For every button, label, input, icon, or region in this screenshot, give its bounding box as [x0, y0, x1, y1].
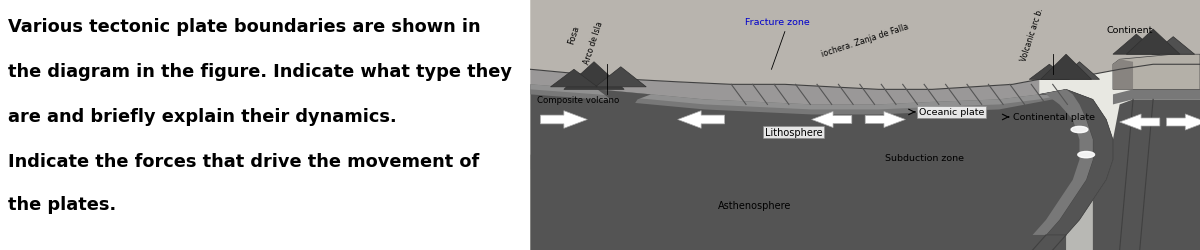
Polygon shape	[1152, 38, 1195, 55]
Polygon shape	[1112, 60, 1133, 90]
Text: Indicate the forces that drive the movement of: Indicate the forces that drive the movem…	[8, 152, 479, 170]
Polygon shape	[865, 112, 905, 128]
Polygon shape	[811, 112, 852, 128]
Polygon shape	[551, 70, 598, 87]
Text: the diagram in the figure. Indicate what type they: the diagram in the figure. Indicate what…	[8, 62, 512, 80]
Text: Asthenosphere: Asthenosphere	[718, 200, 791, 210]
Polygon shape	[530, 0, 1200, 90]
Polygon shape	[530, 85, 1066, 110]
Polygon shape	[530, 140, 1200, 188]
Text: Continent: Continent	[1106, 26, 1153, 35]
Text: Continental plate: Continental plate	[1013, 113, 1094, 122]
Polygon shape	[530, 70, 1039, 105]
Text: Subduction zone: Subduction zone	[886, 153, 965, 162]
Polygon shape	[1112, 35, 1160, 55]
Polygon shape	[1166, 114, 1200, 130]
Polygon shape	[1127, 30, 1180, 55]
Text: Composite volcano: Composite volcano	[538, 96, 619, 104]
Text: Fosa: Fosa	[566, 24, 581, 46]
Text: the plates.: the plates.	[8, 195, 116, 213]
Polygon shape	[1030, 65, 1069, 80]
Polygon shape	[1060, 62, 1099, 80]
Polygon shape	[564, 62, 624, 90]
Polygon shape	[530, 85, 1106, 125]
Polygon shape	[595, 68, 647, 87]
Polygon shape	[530, 85, 1112, 250]
Text: iochera. Zanja de Falla: iochera. Zanja de Falla	[821, 22, 910, 58]
Ellipse shape	[1078, 152, 1094, 158]
Polygon shape	[1039, 90, 1112, 235]
Text: Various tectonic plate boundaries are shown in: Various tectonic plate boundaries are sh…	[8, 18, 480, 36]
Polygon shape	[1032, 90, 1093, 235]
Polygon shape	[1040, 55, 1092, 80]
Text: Lithosphere: Lithosphere	[764, 128, 822, 138]
Polygon shape	[1093, 100, 1200, 250]
Polygon shape	[598, 90, 650, 120]
Text: Volcanic arc b.: Volcanic arc b.	[1020, 7, 1045, 63]
Text: Arco de Isla: Arco de Isla	[583, 20, 605, 65]
Polygon shape	[540, 111, 587, 129]
Text: Fracture zone: Fracture zone	[745, 18, 810, 27]
Ellipse shape	[1072, 127, 1088, 133]
Polygon shape	[530, 155, 1200, 250]
Text: Oceanic plate: Oceanic plate	[919, 108, 984, 117]
Polygon shape	[1120, 114, 1160, 130]
Text: are and briefly explain their dynamics.: are and briefly explain their dynamics.	[8, 108, 396, 126]
Polygon shape	[1112, 90, 1200, 105]
Polygon shape	[1112, 55, 1200, 90]
Polygon shape	[678, 111, 725, 129]
